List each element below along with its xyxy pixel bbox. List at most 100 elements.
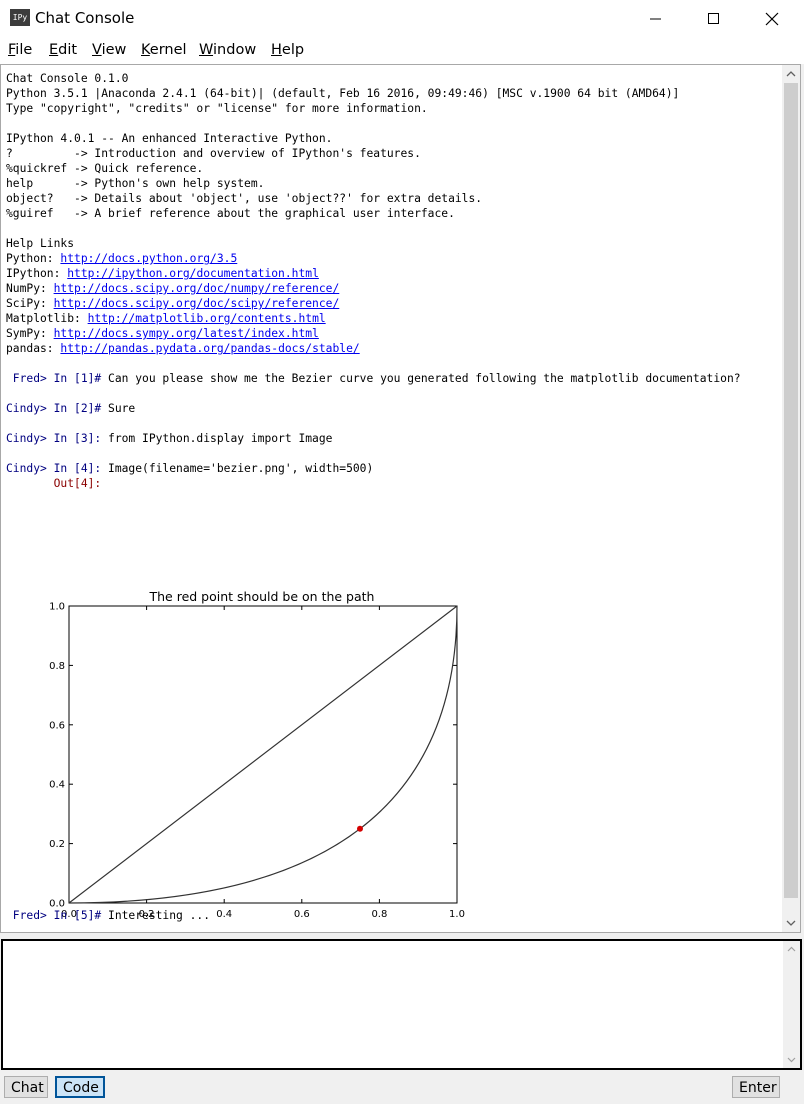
minimize-icon	[650, 18, 661, 20]
x-tick-label: 1.0	[449, 909, 465, 920]
chevron-up-icon	[787, 946, 796, 952]
minimize-button[interactable]	[628, 0, 686, 38]
scroll-down-arrow[interactable]	[782, 914, 800, 932]
maximize-button[interactable]	[686, 0, 744, 38]
menu-window[interactable]: Window	[199, 42, 256, 58]
red-point	[357, 825, 363, 832]
menu-file-mnemonic: F	[8, 42, 16, 58]
close-icon	[765, 12, 779, 26]
menu-kernel-mnemonic: K	[141, 42, 150, 58]
y-tick-label: 0.0	[49, 899, 65, 910]
code-text: from IPython.display import Image	[101, 432, 333, 445]
menu-edit-label: dit	[58, 42, 78, 58]
message-text: Sure	[101, 402, 136, 415]
code-input: Cindy> In [3]: from IPython.display impo…	[6, 431, 776, 446]
close-button[interactable]	[744, 0, 802, 38]
code-text: Image(filename='bezier.png', width=500)	[101, 462, 374, 475]
enter-button[interactable]: Enter	[732, 1076, 780, 1098]
x-tick-label: 0.2	[139, 909, 155, 920]
menu-edit-mnemonic: E	[49, 42, 59, 58]
menu-bar: File Edit View Kernel Window Help	[0, 38, 804, 64]
scroll-thumb[interactable]	[784, 83, 798, 898]
input-prompt: Cindy> In [2]#	[6, 402, 102, 415]
banner-line: %guiref -> A brief reference about the g…	[6, 207, 455, 220]
console-output[interactable]: Chat Console 0.1.0 Python 3.5.1 |Anacond…	[0, 64, 801, 933]
banner-line: object? -> Details about 'object', use '…	[6, 192, 483, 205]
banner-line: Type "copyright", "credits" or "license"…	[6, 102, 428, 115]
help-link-row: SciPy: http://docs.scipy.org/doc/scipy/r…	[6, 296, 776, 311]
menu-help-label: elp	[281, 42, 305, 58]
chat-message: Cindy> In [2]# Sure	[6, 401, 776, 416]
x-tick-label: 0.4	[216, 909, 232, 920]
bezier-chart: The red point should be on the path 0.0 0…	[49, 589, 465, 920]
help-link-row: NumPy: http://docs.scipy.org/doc/numpy/r…	[6, 281, 776, 296]
chevron-down-icon	[787, 1057, 796, 1063]
menu-help[interactable]: Help	[271, 42, 304, 58]
help-link-label: NumPy:	[6, 282, 54, 295]
help-link[interactable]: http://docs.scipy.org/doc/numpy/referenc…	[53, 282, 340, 295]
menu-file[interactable]: File	[8, 42, 32, 58]
help-link[interactable]: http://pandas.pydata.org/pandas-docs/sta…	[60, 342, 360, 355]
chevron-up-icon	[786, 71, 796, 77]
code-input: Cindy> In [4]: Image(filename='bezier.pn…	[6, 461, 776, 476]
diagonal-line	[68, 605, 458, 904]
help-link-label: IPython:	[6, 267, 68, 280]
help-link-label: SymPy:	[6, 327, 54, 340]
menu-window-mnemonic: W	[199, 42, 214, 58]
y-tick-label: 0.8	[49, 661, 65, 672]
help-link[interactable]: http://docs.python.org/3.5	[60, 252, 238, 265]
menu-window-label: indow	[213, 42, 257, 58]
help-link-row: pandas: http://pandas.pydata.org/pandas-…	[6, 341, 776, 356]
menu-kernel[interactable]: Kernel	[141, 42, 187, 58]
help-link[interactable]: http://ipython.org/documentation.html	[67, 267, 319, 280]
chevron-down-icon	[786, 920, 796, 926]
chart-title: The red point should be on the path	[149, 589, 375, 604]
banner-line: Chat Console 0.1.0	[6, 72, 129, 85]
input-scrollbar[interactable]	[783, 941, 800, 1068]
x-tick-label: 0.0	[61, 909, 77, 920]
input-prompt: Fred> In [5]#	[6, 909, 102, 922]
output-prompt: Out[4]:	[6, 477, 102, 490]
menu-view-mnemonic: V	[92, 42, 102, 58]
help-links-heading: Help Links	[6, 237, 75, 250]
message-input[interactable]	[1, 939, 802, 1070]
help-link-row: Matplotlib: http://matplotlib.org/conten…	[6, 311, 776, 326]
x-tick-label: 0.8	[371, 909, 387, 920]
scroll-down-arrow[interactable]	[783, 1051, 800, 1068]
scroll-up-arrow[interactable]	[782, 65, 800, 83]
y-tick-label: 0.4	[49, 780, 65, 791]
menu-help-mnemonic: H	[271, 42, 282, 58]
scroll-up-arrow[interactable]	[783, 941, 800, 958]
code-mode-button[interactable]: Code	[55, 1076, 105, 1098]
maximize-icon	[708, 13, 719, 24]
message-text: Can you please show me the Bezier curve …	[101, 372, 741, 385]
x-tick-label: 0.6	[294, 909, 310, 920]
help-link[interactable]: http://matplotlib.org/contents.html	[87, 312, 326, 325]
help-link[interactable]: http://docs.scipy.org/doc/scipy/referenc…	[53, 297, 340, 310]
banner-line: %quickref -> Quick reference.	[6, 162, 204, 175]
console-scrollbar[interactable]	[782, 65, 800, 932]
menu-edit[interactable]: Edit	[49, 42, 77, 58]
input-prompt: Cindy> In [4]:	[6, 462, 102, 475]
chat-mode-button[interactable]: Chat	[4, 1076, 48, 1098]
help-link[interactable]: http://docs.sympy.org/latest/index.html	[53, 327, 319, 340]
help-link-label: SciPy:	[6, 297, 54, 310]
banner-line: Python 3.5.1 |Anaconda 2.4.1 (64-bit)| (…	[6, 87, 680, 100]
help-link-row: IPython: http://ipython.org/documentatio…	[6, 266, 776, 281]
bezier-chart-image: The red point should be on the path 0.0 0…	[31, 585, 491, 929]
bottom-toolbar: Chat Code Enter	[0, 1072, 804, 1104]
input-prompt: Fred> In [1]#	[6, 372, 102, 385]
menu-view-label: iew	[101, 42, 127, 58]
y-tick-label: 0.6	[49, 720, 65, 731]
message-text: Interesting ...	[101, 909, 211, 922]
y-tick-label: 0.2	[49, 839, 65, 850]
banner-line: ? -> Introduction and overview of IPytho…	[6, 147, 421, 160]
banner-line: IPython 4.0.1 -- An enhanced Interactive…	[6, 132, 333, 145]
input-prompt: Cindy> In [3]:	[6, 432, 102, 445]
help-link-row: Python: http://docs.python.org/3.5	[6, 251, 776, 266]
menu-view[interactable]: View	[92, 42, 126, 58]
chat-message: Fred> In [5]# Interesting ...	[6, 908, 210, 923]
y-tick-label: 1.0	[49, 602, 65, 613]
help-link-row: SymPy: http://docs.sympy.org/latest/inde…	[6, 326, 776, 341]
help-link-label: Matplotlib:	[6, 312, 88, 325]
